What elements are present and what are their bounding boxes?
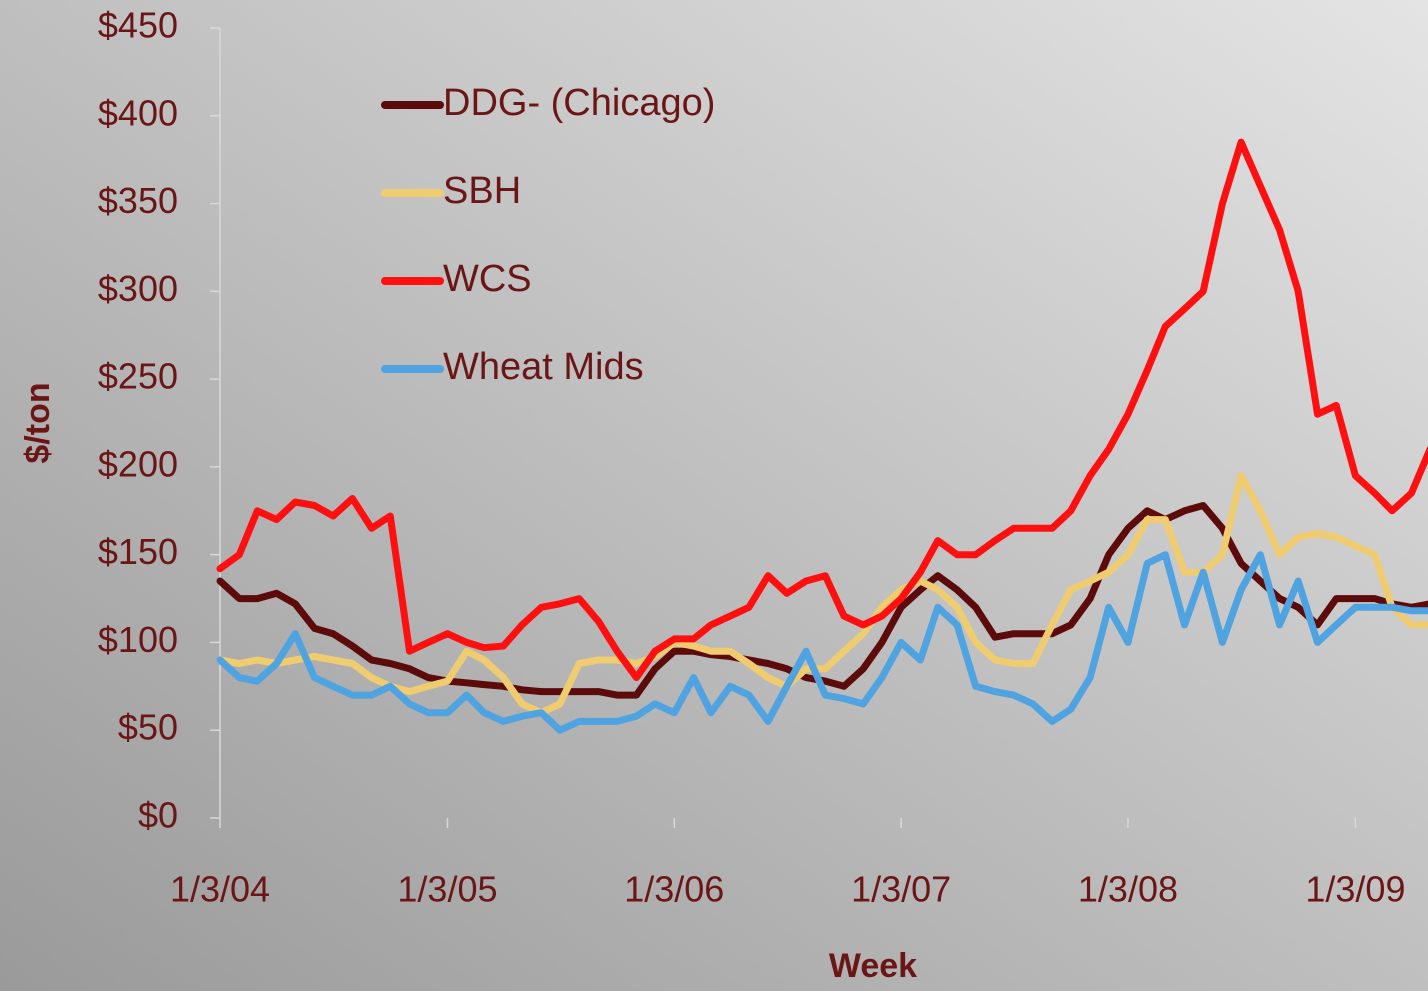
legend-label: DDG- (Chicago) [443,82,715,124]
x-axis-label: Week [829,947,917,985]
y-tick-label: $200 [98,443,178,484]
y-axis-label: $/ton [19,382,57,463]
x-tick-label: 1/3/09 [1305,869,1405,910]
series-line [216,138,1428,682]
y-tick-label: $300 [98,268,178,309]
y-tick-label: $450 [98,5,178,46]
y-tick-label: $100 [98,619,178,660]
series-line [216,472,1428,717]
x-tick-label: 1/3/05 [397,869,497,910]
y-tick-label: $350 [98,180,178,221]
x-tick-label: 1/3/07 [851,869,951,910]
x-tick-label: 1/3/06 [624,869,724,910]
y-tick-label: $0 [138,795,178,836]
y-tick-label: $250 [98,356,178,397]
y-tick-label: $150 [98,531,178,572]
legend-label: SBH [443,170,521,212]
series-line [216,551,1428,734]
x-tick-label: 1/3/08 [1078,869,1178,910]
legend-label: Wheat Mids [443,346,644,388]
y-tick-label: $50 [118,707,178,748]
x-tick-label: 1/3/04 [170,869,270,910]
y-tick-label: $400 [98,92,178,133]
legend-label: WCS [443,258,532,300]
